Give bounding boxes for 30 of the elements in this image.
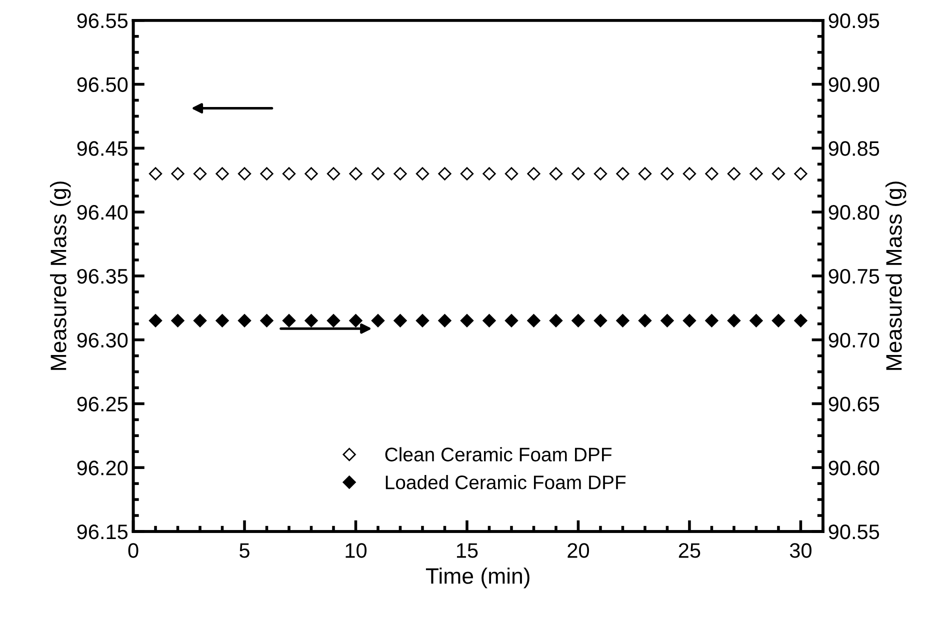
y-axis-title: Measured Mass (g)	[50, 182, 71, 370]
y-tick-label: 96.35	[77, 268, 128, 284]
y-tick-label: 96.30	[77, 332, 128, 348]
x-tick-label: 15	[456, 543, 478, 558]
y-tick-label: 96.45	[77, 141, 128, 156]
y2-tick-label: 90.95	[828, 13, 880, 28]
y-tick-label: 96.20	[77, 460, 128, 476]
y-tick-label: 96.40	[77, 205, 128, 220]
x-tick-label: 10	[346, 543, 367, 558]
y-tick-label: 96.15	[77, 524, 128, 540]
y-tick-label: 96.50	[77, 77, 128, 92]
y2-tick-label: 90.60	[828, 460, 880, 476]
y2-tick-label: 90.90	[828, 77, 880, 92]
y-tick-label: 96.55	[77, 13, 128, 28]
x-axis-title: Time (min)	[426, 568, 530, 588]
y2-tick-label: 90.65	[828, 396, 880, 412]
y2-tick-label: 90.55	[828, 524, 880, 540]
y2-tick-label: 90.85	[828, 141, 880, 156]
y2-tick-label: 90.75	[828, 268, 880, 284]
y-tick-label: 96.25	[77, 396, 128, 412]
x-tick-label: 5	[240, 543, 250, 558]
y2-tick-label: 90.80	[828, 205, 880, 220]
y2-axis-title: Measured Mass (g)	[886, 182, 906, 370]
y2-tick-label: 90.70	[828, 332, 880, 348]
x-tick-label: 0	[128, 543, 138, 558]
x-tick-label: 20	[568, 543, 590, 558]
x-tick-label: 25	[678, 543, 700, 558]
x-tick-label: 30	[790, 543, 812, 558]
legend-label: Loaded Ceramic Foam DPF	[386, 475, 626, 490]
legend-label: Clean Ceramic Foam DPF	[385, 447, 612, 462]
